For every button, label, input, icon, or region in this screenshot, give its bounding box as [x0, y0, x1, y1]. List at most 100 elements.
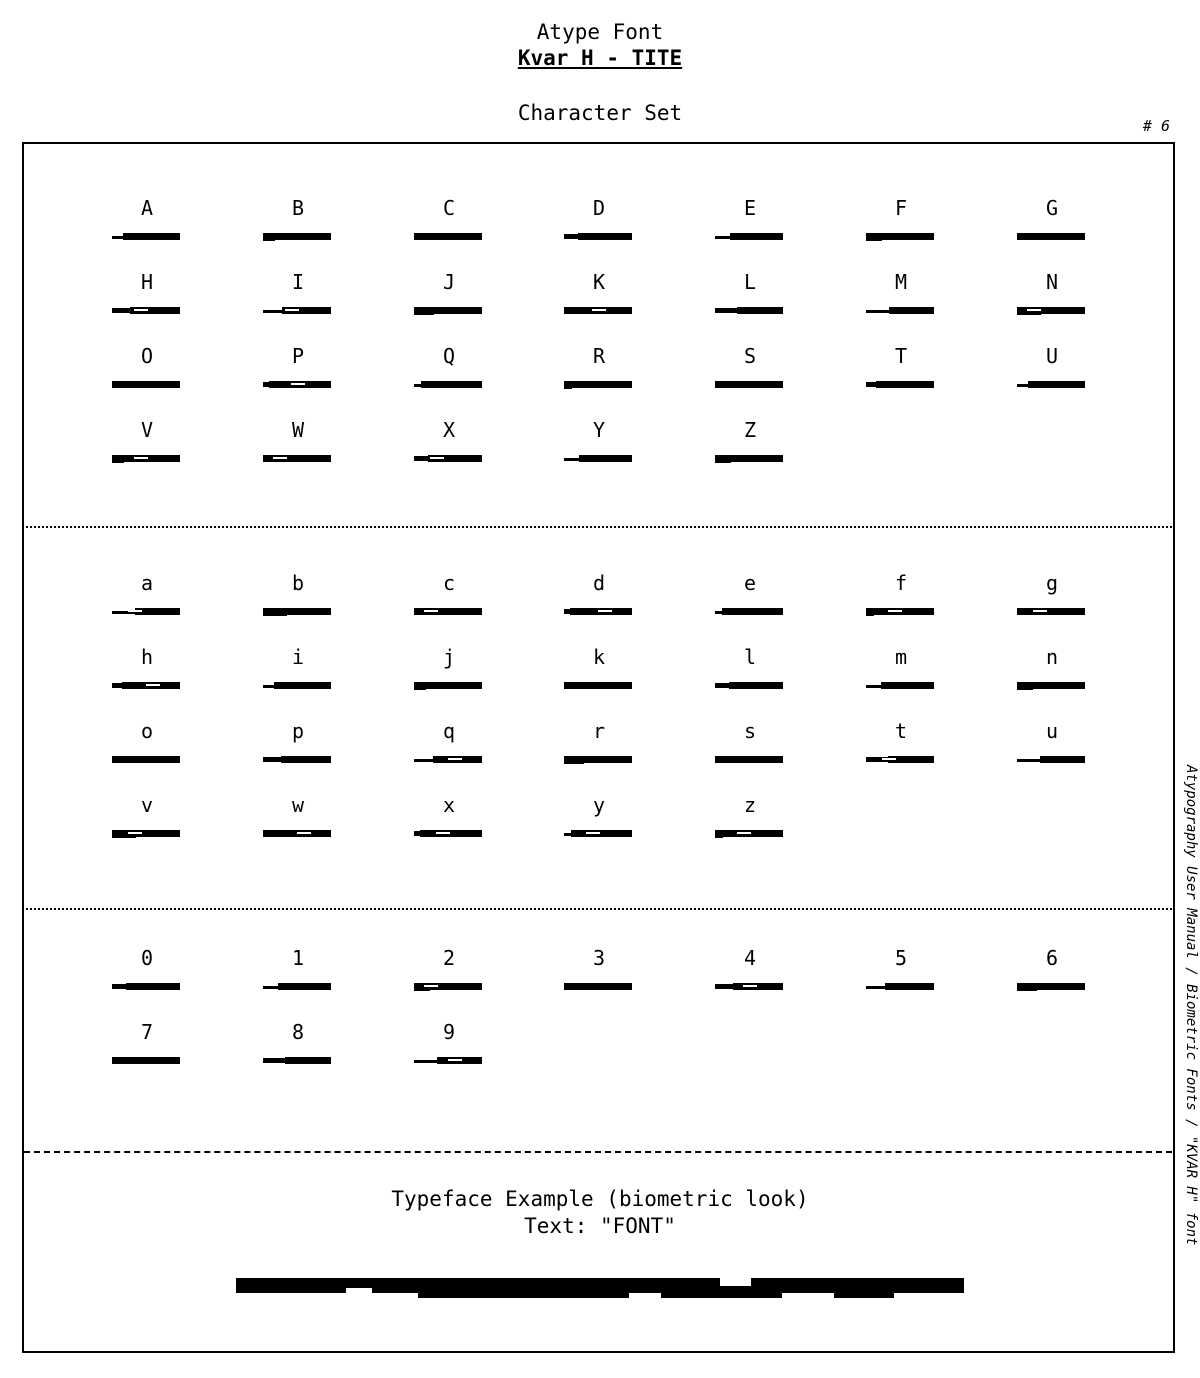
character-label: M [894, 270, 908, 294]
character-label: C [442, 196, 456, 220]
character-label: u [1045, 719, 1059, 743]
character-digits: 1 [238, 946, 358, 992]
character-label: G [1045, 196, 1059, 220]
glyph-bar [112, 233, 180, 240]
character-lowercase: z [690, 793, 810, 839]
character-label: q [442, 719, 456, 743]
character-uppercase: X [389, 418, 509, 464]
character-label: z [743, 793, 757, 817]
character-lowercase: d [539, 571, 659, 617]
character-label: R [592, 344, 606, 368]
character-label: U [1045, 344, 1059, 368]
character-uppercase: S [690, 344, 810, 390]
character-uppercase: I [238, 270, 358, 316]
glyph-bar [564, 756, 632, 764]
character-label: j [442, 645, 456, 669]
character-label: g [1045, 571, 1059, 595]
glyph-bar [1017, 233, 1085, 240]
glyph-bar [112, 608, 180, 615]
font-name: Kvar H - TITE [517, 46, 683, 70]
side-caption: Atypography User Manual / Biometric Font… [1183, 765, 1199, 1246]
glyph-bar [715, 307, 783, 314]
character-digits: 8 [238, 1020, 358, 1066]
glyph-bar [564, 381, 632, 389]
character-label: J [442, 270, 456, 294]
character-uppercase: O [87, 344, 207, 390]
character-lowercase: q [389, 719, 509, 765]
character-label: 9 [442, 1020, 456, 1044]
character-lowercase: p [238, 719, 358, 765]
character-label: V [140, 418, 154, 442]
character-label: l [743, 645, 757, 669]
glyph-bar [564, 307, 632, 314]
character-lowercase: k [539, 645, 659, 691]
glyph-bar [414, 608, 482, 615]
character-label: D [592, 196, 606, 220]
character-label: n [1045, 645, 1059, 669]
character-lowercase: b [238, 571, 358, 617]
glyph-bar [564, 608, 632, 615]
character-label: O [140, 344, 154, 368]
example-text: Text: "FONT" [524, 1214, 676, 1238]
character-lowercase: w [238, 793, 358, 839]
glyph-bar [112, 756, 180, 763]
character-digits: 0 [87, 946, 207, 992]
character-uppercase: F [841, 196, 961, 242]
character-label: N [1045, 270, 1059, 294]
glyph-bar [112, 307, 180, 314]
character-label: K [592, 270, 606, 294]
glyph-bar [564, 233, 632, 240]
character-uppercase: V [87, 418, 207, 464]
glyph-bar [866, 307, 934, 314]
character-label: t [894, 719, 908, 743]
character-label: H [140, 270, 154, 294]
character-uppercase: E [690, 196, 810, 242]
character-label: 1 [291, 946, 305, 970]
glyph-bar [414, 455, 482, 462]
character-label: B [291, 196, 305, 220]
glyph-bar [564, 830, 632, 837]
character-uppercase: J [389, 270, 509, 316]
glyph-bar [564, 983, 632, 990]
character-lowercase: y [539, 793, 659, 839]
divider [26, 908, 1172, 910]
section-title: Character Set [517, 101, 683, 125]
glyph-bar [715, 756, 783, 763]
character-label: 2 [442, 946, 456, 970]
character-lowercase: n [992, 645, 1112, 691]
glyph-bar [263, 608, 331, 616]
glyph-bar [414, 830, 482, 837]
glyph-bar [866, 233, 934, 241]
character-label: Q [442, 344, 456, 368]
example-title: Typeface Example (biometric look) [391, 1187, 809, 1211]
character-label: 6 [1045, 946, 1059, 970]
glyph-bar [715, 381, 783, 388]
character-digits: 2 [389, 946, 509, 992]
character-label: 8 [291, 1020, 305, 1044]
character-uppercase: H [87, 270, 207, 316]
character-uppercase: T [841, 344, 961, 390]
character-digits: 7 [87, 1020, 207, 1066]
character-label: c [442, 571, 456, 595]
glyph-bar [715, 983, 783, 990]
character-label: s [743, 719, 757, 743]
character-lowercase: s [690, 719, 810, 765]
glyph-bar [1017, 756, 1085, 763]
character-lowercase: c [389, 571, 509, 617]
glyph-bar [263, 830, 331, 837]
character-label: k [592, 645, 606, 669]
glyph-bar [112, 1057, 180, 1064]
divider [26, 526, 1172, 528]
character-label: E [743, 196, 757, 220]
character-label: L [743, 270, 757, 294]
character-label: T [894, 344, 908, 368]
character-label: P [291, 344, 305, 368]
glyph-bar [112, 983, 180, 990]
glyph-bar [715, 608, 783, 615]
character-label: x [442, 793, 456, 817]
character-lowercase: i [238, 645, 358, 691]
glyph-bar [1017, 608, 1085, 615]
character-label: w [291, 793, 305, 817]
character-lowercase: h [87, 645, 207, 691]
